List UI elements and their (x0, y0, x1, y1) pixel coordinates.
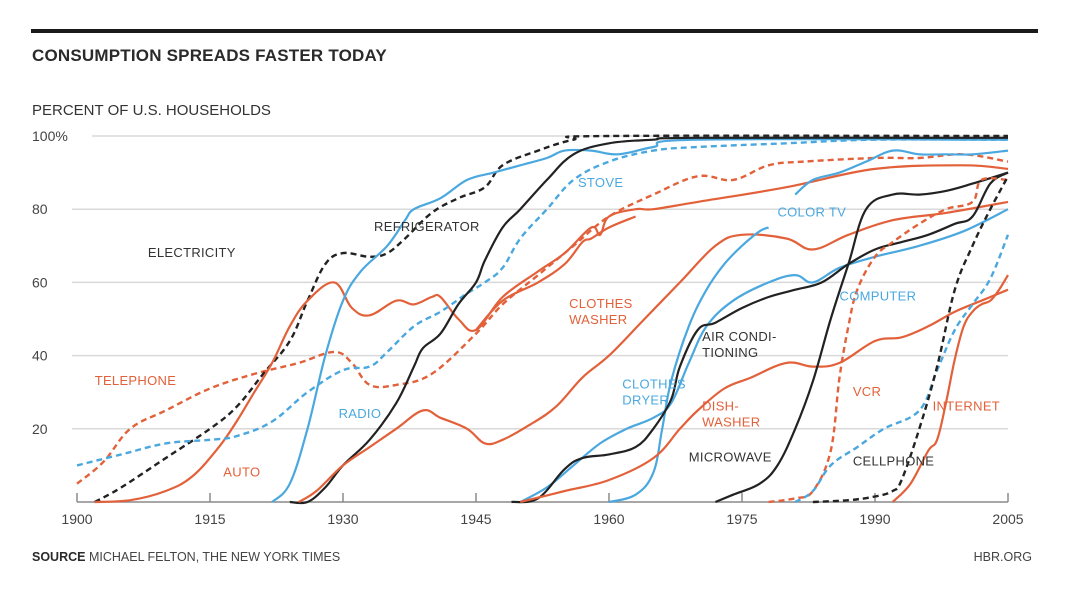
y-tick-label: 40 (32, 348, 48, 364)
series-label-radio: RADIO (339, 406, 382, 421)
top-rule (31, 29, 1038, 33)
chart-title: CONSUMPTION SPREADS FASTER TODAY (32, 46, 387, 65)
x-tick-label: 1900 (61, 511, 92, 527)
series-line-electricity (94, 134, 1009, 504)
series-label-telephone: TELEPHONE (95, 373, 176, 388)
series-line-radio (271, 137, 1009, 503)
series-line-clothes-washer (475, 215, 637, 331)
series-label-line: COLOR TV (777, 205, 846, 220)
y-tick-labels: 100% 80 60 40 20 (32, 128, 68, 437)
credit: HBR.ORG (973, 550, 1032, 564)
x-axis: 1900 1915 1930 1945 1960 1975 1990 2005 (61, 493, 1024, 527)
series-label-auto: AUTO (223, 464, 260, 479)
series-label-line: ELECTRICITY (148, 245, 236, 260)
series-label-internet: INTERNET (933, 399, 1000, 414)
series-label-line: STOVE (578, 175, 623, 190)
series-line-air-conditioning (511, 171, 1009, 504)
series-label-clothes-dryer: CLOTHES DRYER (622, 377, 686, 408)
series-line-internet (891, 274, 1009, 503)
series-label-line: DISH- (702, 399, 739, 414)
series-label-line: CLOTHES (569, 296, 633, 311)
x-tick-label: 1990 (859, 511, 890, 527)
series-label-computer: COMPUTER (840, 289, 917, 304)
series-line-color-tv (608, 226, 770, 504)
series-labels: TELEPHONE ELECTRICITY AUTO STOVE RADIO REFRIG… (95, 175, 1000, 479)
series-line-cellphone (812, 175, 1010, 504)
series-label-line: MICROWAVE (689, 450, 772, 465)
y-axis-label: PERCENT OF U.S. HOUSEHOLDS (32, 102, 271, 119)
series-label-stove: STOVE (578, 175, 623, 190)
series-line-dishwasher (520, 288, 1009, 504)
series-label-line: COMPUTER (840, 289, 917, 304)
series-label-microwave: MICROWAVE (689, 450, 772, 465)
x-tick-label: 2005 (992, 511, 1023, 527)
y-tick-label: 80 (32, 201, 48, 217)
series-line-telephone (76, 153, 1009, 485)
series-line-stove (76, 138, 1009, 467)
series-label-line: CLOTHES (622, 377, 686, 392)
x-tick-label: 1930 (327, 511, 358, 527)
y-tick-label: 60 (32, 274, 48, 290)
series-line-vacuum (298, 200, 1009, 503)
series-label-vcr: VCR (853, 384, 881, 399)
series-label-line: AUTO (223, 464, 260, 479)
series-label-line: CELLPHONE (853, 453, 934, 468)
y-tick-label: 20 (32, 421, 48, 437)
series-label-refrigerator: REFRIGERATOR (374, 219, 480, 234)
series-label-dishwasher: DISH-WASHER (702, 399, 760, 430)
series-line-color-tv-segment-2 (794, 149, 1009, 196)
x-tick-label: 1975 (726, 511, 757, 527)
series-label-air-conditioning: AIR CONDI-TIONING (702, 329, 777, 360)
series-label-cellphone: CELLPHONE (853, 453, 934, 468)
x-tick-label: 1915 (194, 511, 225, 527)
series-line-computer (794, 234, 1010, 504)
series-line-clothes-dryer (519, 208, 1009, 503)
series-line-auto (94, 164, 1009, 504)
series-label-line: RADIO (339, 406, 382, 421)
series-label-line: VCR (853, 384, 881, 399)
series-label-line: REFRIGERATOR (374, 219, 480, 234)
series-label-line: DRYER (622, 393, 669, 408)
series-label-line: WASHER (569, 312, 627, 327)
source-label: SOURCE (32, 550, 86, 564)
series-label-clothes-washer: CLOTHES WASHER (569, 296, 633, 327)
series-label-line: WASHER (702, 415, 760, 430)
series-label-line: AIR CONDI- (702, 329, 777, 344)
series-line-refrigerator (289, 136, 1009, 505)
x-tick-label: 1945 (460, 511, 491, 527)
series-label-line: TIONING (702, 345, 758, 360)
source-text: MICHAEL FELTON, THE NEW YORK TIMES (88, 550, 341, 564)
series-label-line: INTERNET (933, 399, 1000, 414)
series-label-electricity: ELECTRICITY (148, 245, 236, 260)
series-label-color-tv: COLOR TV (777, 205, 846, 220)
series-lines (76, 134, 1010, 505)
series-line-microwave (714, 171, 1009, 504)
x-tick-label: 1960 (593, 511, 624, 527)
series-label-line: TELEPHONE (95, 373, 176, 388)
source-note: SOURCE MICHAEL FELTON, THE NEW YORK TIME… (32, 550, 340, 564)
y-tick-label: 100% (32, 128, 68, 144)
